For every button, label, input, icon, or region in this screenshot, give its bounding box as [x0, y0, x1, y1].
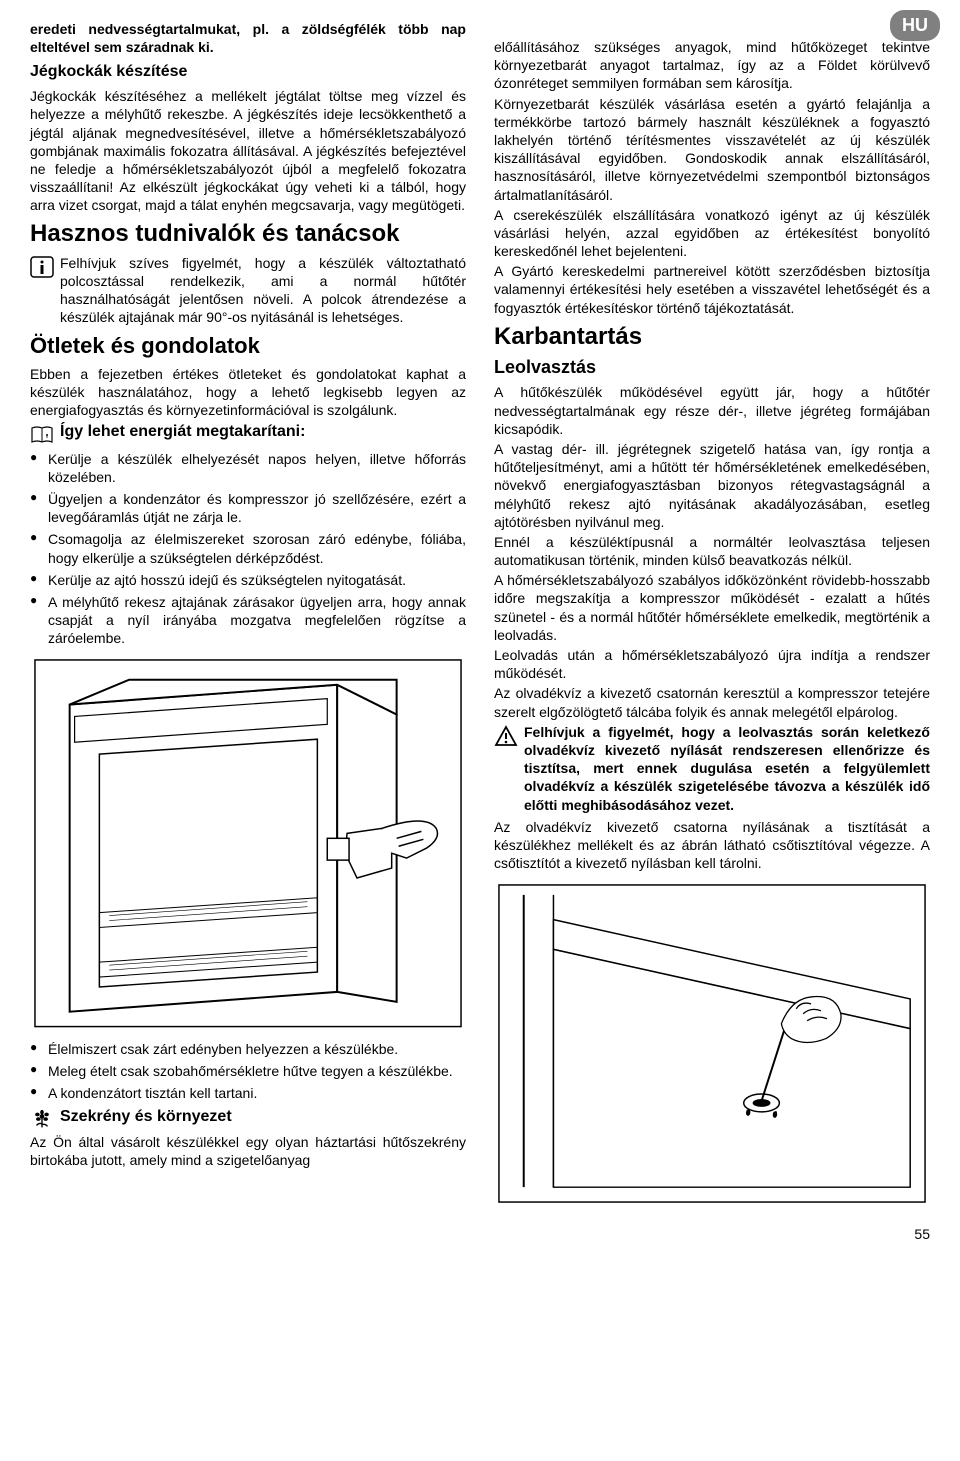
book-icon	[30, 424, 54, 446]
paragraph-kornyezet: Környezetbarát készülék vásárlása esetén…	[494, 95, 930, 204]
drain-cleaning-illustration	[494, 880, 930, 1207]
paragraph-leol1: A hűtőkészülék működésével együtt jár, h…	[494, 383, 930, 438]
info-block: Felhívjuk szíves figyelmét, hogy a készü…	[30, 254, 466, 329]
paragraph-szekreny: Az Ön által vásárolt készülékkel egy oly…	[30, 1133, 466, 1169]
paragraph-leol6: Az olvadékvíz a kivezető csatornán keres…	[494, 684, 930, 720]
heading-hasznos: Hasznos tudnivalók és tanácsok	[30, 218, 466, 249]
paragraph-jegkockak: Jégkockák készítéséhez a mellékelt jégtá…	[30, 87, 466, 214]
paragraph-csere: A cserekészülék elszállítására vonatkozó…	[494, 206, 930, 261]
warning-block: Felhívjuk a figyelmét, hogy a leolvasztá…	[494, 723, 930, 816]
heading-jegkockak: Jégkockák készítése	[30, 62, 466, 83]
list-item: Kerülje a készülék elhelyezését napos he…	[30, 450, 466, 486]
list-item: Csomagolja az élelmiszereket szorosan zá…	[30, 530, 466, 566]
paragraph-leol2: A vastag dér- ill. jégrétegnek szigetelő…	[494, 440, 930, 531]
heading-szekreny: Szekrény és környezet	[60, 1107, 466, 1128]
paragraph-last: Az olvadékvíz kivezető csatorna nyílásán…	[494, 818, 930, 873]
left-column: eredeti nedvességtartalmukat, pl. a zöld…	[30, 20, 466, 1215]
eco-row: Szekrény és környezet	[30, 1107, 466, 1131]
intro-paragraph: eredeti nedvességtartalmukat, pl. a zöld…	[30, 20, 466, 56]
energia-row: Így lehet energiát megtakarítani:	[30, 422, 466, 446]
energy-tips-list-2: Élelmiszert csak zárt edényben helyezzen…	[30, 1040, 466, 1103]
paragraph-otletek: Ebben a fejezetben értékes ötleteket és …	[30, 365, 466, 420]
list-item: A mélyhűtő rekesz ajtajának zárásakor üg…	[30, 593, 466, 648]
page-number: 55	[30, 1225, 930, 1243]
right-column: előállításához szükséges anyagok, mind h…	[494, 20, 930, 1215]
paragraph-leol3: Ennél a készüléktípusnál a normáltér leo…	[494, 533, 930, 569]
heading-otletek: Ötletek és gondolatok	[30, 332, 466, 361]
heading-leolvasztas: Leolvasztás	[494, 356, 930, 379]
paragraph-leol4: A hőmérsékletszabályozó szabályos időköz…	[494, 571, 930, 644]
info-icon	[30, 256, 54, 278]
flower-icon	[30, 1109, 54, 1131]
heading-energia: Így lehet energiát megtakarítani:	[60, 422, 466, 443]
list-item: Ügyeljen a kondenzátor és kompresszor jó…	[30, 490, 466, 526]
fridge-door-illustration	[30, 655, 466, 1032]
list-item: Élelmiszert csak zárt edényben helyezzen…	[30, 1040, 466, 1058]
paragraph-leol5: Leolvadás után a hőmérsékletszabályozó ú…	[494, 646, 930, 682]
list-item: Kerülje az ajtó hosszú idejű és szükségt…	[30, 571, 466, 589]
list-item: Meleg ételt csak szobahőmérsékletre hűtv…	[30, 1062, 466, 1080]
paragraph-warning: Felhívjuk a figyelmét, hogy a leolvasztá…	[524, 723, 930, 814]
language-badge: HU	[890, 10, 940, 41]
paragraph-info: Felhívjuk szíves figyelmét, hogy a készü…	[60, 254, 466, 327]
paragraph-gyarto: A Gyártó kereskedelmi partnereivel kötöt…	[494, 262, 930, 317]
warning-icon	[494, 725, 518, 747]
paragraph-intro-right: előállításához szükséges anyagok, mind h…	[494, 38, 930, 93]
heading-karbantartas: Karbantartás	[494, 321, 930, 352]
energy-tips-list: Kerülje a készülék elhelyezését napos he…	[30, 450, 466, 648]
list-item: A kondenzátort tisztán kell tartani.	[30, 1084, 466, 1102]
